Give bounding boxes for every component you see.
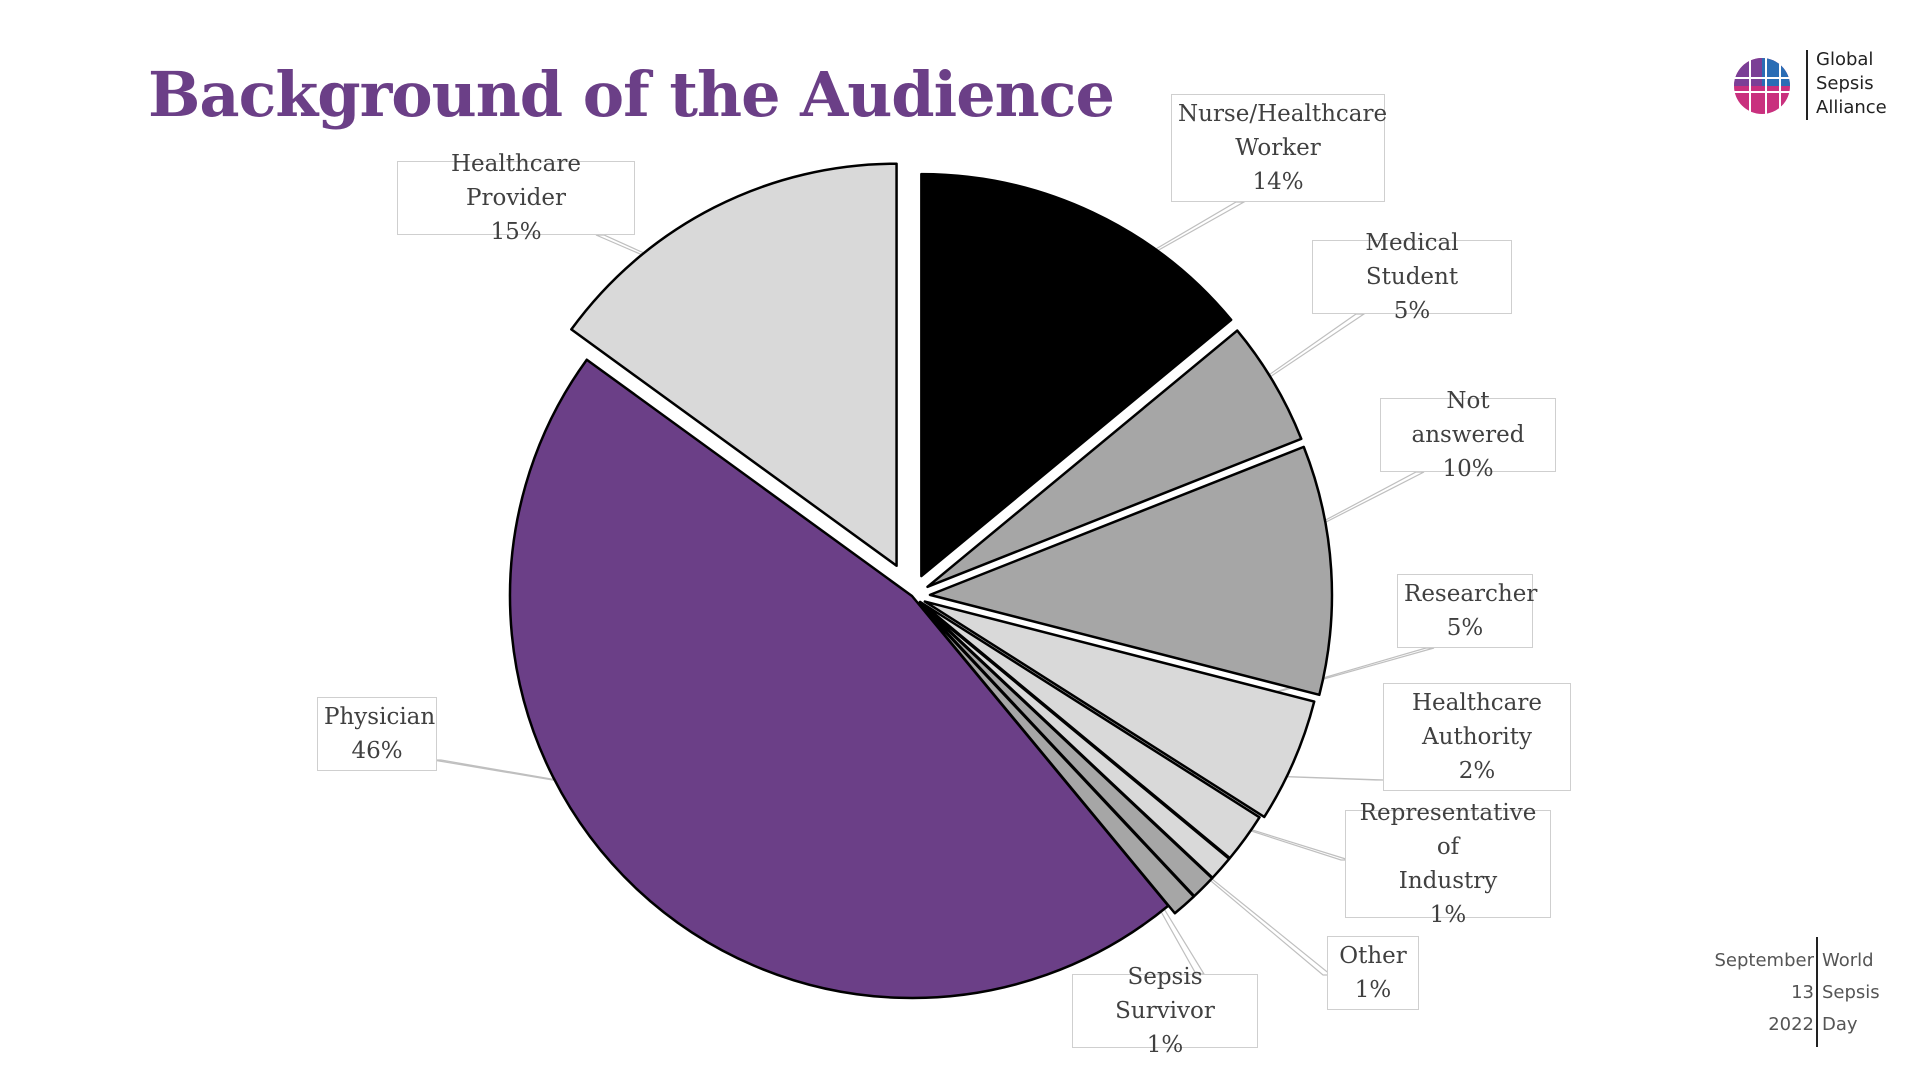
- pie-slice-nurse-healthcare-worker: [920, 172, 1233, 578]
- slice-label-text: Researcher: [1404, 581, 1538, 607]
- slice-label-text: Worker: [1235, 135, 1321, 161]
- pie-slice-sepsis-survivor: [917, 602, 1196, 915]
- slice-label: Nurse/Healthcare Worker 14%: [1171, 94, 1388, 202]
- event-name-line: Day: [1822, 1014, 1858, 1035]
- slice-percent: 5%: [1393, 298, 1431, 324]
- slice-label: Representative of Industry 1%: [1345, 800, 1551, 928]
- slice-percent: 1%: [1146, 1032, 1184, 1058]
- logo: Global Sepsis Alliance: [1728, 48, 1888, 122]
- logo-divider: [1806, 50, 1808, 120]
- event-date-line: 2022: [1768, 1014, 1814, 1035]
- slice-label-text: Industry: [1398, 868, 1498, 894]
- slice-label: Not answered 10%: [1380, 388, 1556, 482]
- event-name-line: World: [1822, 950, 1874, 971]
- pie-slice-healthcare-provider: [570, 162, 898, 567]
- pie-slice-physician: [508, 358, 1170, 1000]
- event-date-line: 13: [1791, 982, 1814, 1003]
- slice-label-text: Other: [1339, 943, 1407, 969]
- slice-label: Physician 46%: [317, 697, 437, 771]
- slice-percent: 1%: [1429, 902, 1467, 928]
- slice-label-text: Representative of: [1359, 800, 1537, 860]
- logo-text: Global Sepsis Alliance: [1816, 48, 1887, 120]
- slice-label-text: Authority: [1422, 724, 1532, 750]
- pie-slices: [508, 162, 1334, 1000]
- globe-logo-icon: [1734, 58, 1790, 114]
- slice-label-text: Sepsis Survivor: [1115, 964, 1215, 1024]
- event-name-line: Sepsis: [1822, 982, 1880, 1003]
- slice-percent: 14%: [1252, 169, 1304, 195]
- slice-label-text: Healthcare: [1412, 690, 1542, 716]
- logo-line: Alliance: [1816, 97, 1887, 118]
- slice-label-text: Nurse/Healthcare: [1178, 101, 1388, 127]
- event-name: World Sepsis Day: [1822, 945, 1880, 1041]
- slice-percent: 46%: [351, 738, 403, 764]
- slice-label: Medical Student 5%: [1312, 230, 1512, 324]
- slice-percent: 10%: [1442, 456, 1494, 482]
- pie-slice-researcher: [923, 600, 1316, 819]
- slice-label-text: Not answered: [1411, 388, 1525, 448]
- slice-label: Healthcare Authority 2%: [1383, 683, 1571, 791]
- event-date-block: September 13 2022 World Sepsis Day: [1715, 935, 1910, 1047]
- pie-slice-not-answered: [928, 445, 1334, 697]
- slice-label: Sepsis Survivor 1%: [1072, 964, 1258, 1058]
- slice-label: Other 1%: [1327, 936, 1419, 1010]
- slice-percent: 15%: [490, 219, 542, 245]
- event-date: September 13 2022: [1715, 945, 1815, 1041]
- slide-title: Background of the Audience: [148, 58, 1115, 131]
- slice-percent: 2%: [1458, 758, 1496, 784]
- logo-line: Sepsis: [1816, 73, 1874, 94]
- slice-percent: 5%: [1446, 615, 1484, 641]
- slice-label-text: Physician: [324, 704, 436, 730]
- slice-percent: 1%: [1354, 977, 1392, 1003]
- pie-slice-medical-student: [926, 329, 1303, 589]
- event-divider: [1816, 937, 1818, 1047]
- slice-label: Researcher 5%: [1397, 574, 1538, 648]
- logo-line: Global: [1816, 49, 1874, 70]
- slice-label-text: Healthcare Provider: [451, 151, 581, 211]
- event-date-line: September: [1714, 950, 1815, 971]
- slice-label: Healthcare Provider 15%: [397, 151, 635, 245]
- slice-label-text: Medical Student: [1365, 230, 1459, 290]
